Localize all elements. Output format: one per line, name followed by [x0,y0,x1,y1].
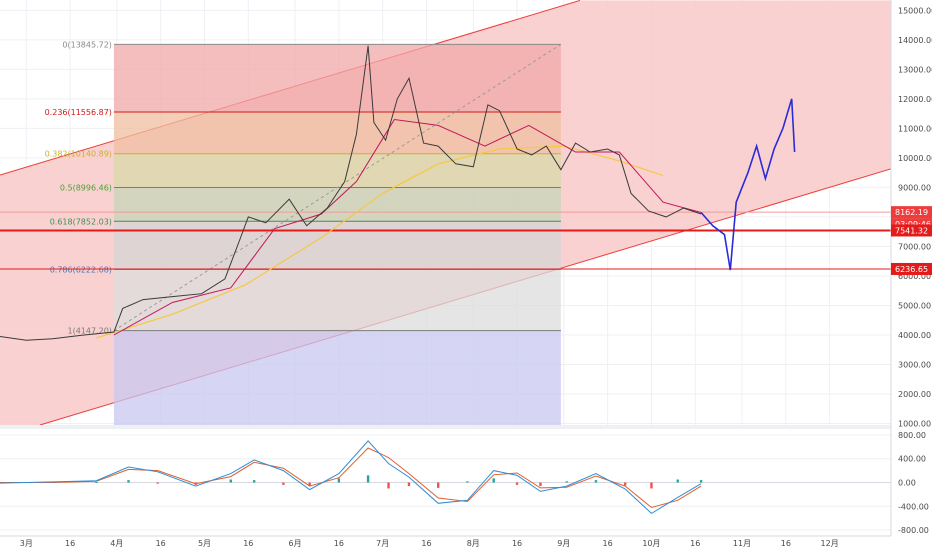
fib-level-label: 1(4147.20) [68,327,112,336]
histogram-bar[interactable] [650,482,653,489]
histogram-bar[interactable] [156,482,159,484]
histogram-bar[interactable] [436,482,440,488]
histogram-bar[interactable] [337,478,341,483]
price-tick-label: 11000.00 [898,124,932,133]
price-tick-label: 4000.00 [898,331,931,340]
histogram-bar[interactable] [127,480,130,483]
price-y-axis[interactable]: 15000.00 14000.00 13000.00 12000.00 11000.00… [891,6,932,429]
fib-zone [113,330,561,425]
price-tick-label: 15000.00 [898,6,932,15]
time-tick-label: 8月 [467,539,480,548]
time-tick-label: 11月 [733,539,751,548]
time-tick-label: 12月 [821,539,839,548]
fib-zone [113,221,561,270]
fib-level-label: 0.382(10140.89) [45,150,112,159]
price-tick-label: 2000.00 [898,390,931,399]
price-tag [891,206,932,219]
ma-slow-line[interactable] [96,145,664,339]
price-tick-label: 5000.00 [898,301,931,310]
signal-line[interactable] [0,447,702,509]
fib-zone [113,111,561,154]
fib-zone [113,153,561,188]
histogram-bar[interactable] [466,481,469,483]
histogram-bar[interactable] [699,480,703,483]
fib-zone [113,269,561,331]
price-tick-label: 6000.00 [898,272,931,281]
panel-separator[interactable] [0,425,891,429]
histogram-bar[interactable] [366,475,370,483]
histogram-bar[interactable] [407,482,411,487]
oscillator-series[interactable] [0,440,703,515]
oscillator-tick-label: 400.00 [898,455,926,464]
time-tick-label: 10月 [642,539,660,548]
fib-level-label: 0.5(8996.46) [60,184,112,193]
price-tick-label: 3000.00 [898,360,931,369]
time-tick-label: 16 [156,539,166,548]
price-tick-label: 1000.00 [898,420,931,429]
time-tick-label: 7月 [376,539,389,548]
histogram-bar[interactable] [594,480,598,483]
price-tick-label: 7000.00 [898,242,931,251]
price-tag-label: 8162.19 [895,208,928,217]
time-tick-label: 6月 [289,539,302,548]
time-tick-label: 16 [603,539,613,548]
price-tick-label: 10000.00 [898,154,932,163]
oscillator-tick-label: 0.00 [898,479,916,488]
histogram-bar[interactable] [252,480,256,483]
horizontal-price-lines [0,211,891,270]
price-tag-label: 6236.65 [895,265,928,274]
ma-fast-line[interactable] [113,118,702,336]
histogram-bar[interactable] [308,482,311,487]
histogram-bar[interactable] [95,481,98,483]
time-tick-label: 16 [65,539,75,548]
price-series[interactable] [0,45,796,341]
histogram-bar[interactable] [515,482,519,485]
price-tag-label: 7541.32 [895,226,928,235]
time-tick-label: 16 [690,539,700,548]
time-tick-label: 4月 [110,539,123,548]
time-tick-label: 5月 [198,539,211,548]
time-tick-label: 9月 [557,539,570,548]
time-tick-label: 16 [781,539,791,548]
fib-zone [113,44,561,112]
price-tick-label: 12000.00 [898,95,932,104]
price-tag [891,224,932,237]
fib-level-label: 0.786(6222.68) [50,265,112,274]
time-x-axis[interactable]: 3月 16 4月 16 5月 16 6月 16 7月 16 8月 16 9月 16 10月 16 11月 16 12… [20,539,839,548]
fib-level-label: 0.618(7852.03) [50,217,112,226]
histogram-bar[interactable] [387,482,390,489]
fib-trend-line [113,43,562,332]
projection-line[interactable] [700,98,796,271]
fibonacci-retracement: 0(13845.72) 0.236(11556.87) 0.382(10140.89… [45,40,562,425]
histogram-bar[interactable] [282,482,285,485]
histogram-bar[interactable] [676,479,679,483]
time-tick-label: 16 [334,539,344,548]
fib-level-label: 0.236(11556.87) [45,108,112,117]
oscillator-tick-label: 800.00 [898,431,926,440]
time-tick-label: 16 [421,539,431,548]
oscillator-tick-label: -400.00 [898,502,929,511]
price-tick-label: 13000.00 [898,65,932,74]
oscillator-y-axis[interactable]: 800.00 400.00 0.00 -400.00 -800.00 [898,431,929,535]
oscillator-tick-label: -800.00 [898,526,929,535]
oscillator-grid [0,434,891,531]
fib-level-label: 0(13845.72) [62,40,112,49]
macd-line[interactable] [0,440,702,515]
time-tick-label: 3月 [20,539,33,548]
price-tag [891,262,932,275]
price-tick-label: 9000.00 [898,183,931,192]
time-tick-label: 16 [512,539,522,548]
price-line[interactable] [0,45,702,341]
histogram-bar[interactable] [492,478,495,483]
histogram-bar[interactable] [565,481,568,483]
histogram-bar[interactable] [623,482,627,486]
time-tick-label: 16 [243,539,253,548]
price-tick-label: 14000.00 [898,36,932,45]
histogram-bar[interactable] [539,482,542,487]
histogram-bar[interactable] [229,479,232,483]
